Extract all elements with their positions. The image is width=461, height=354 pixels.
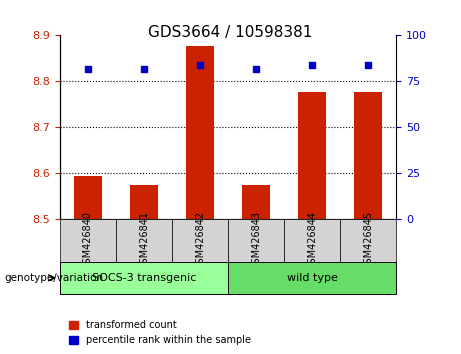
FancyBboxPatch shape (340, 219, 396, 262)
FancyBboxPatch shape (228, 262, 396, 294)
Text: GDS3664 / 10598381: GDS3664 / 10598381 (148, 25, 313, 40)
FancyBboxPatch shape (60, 262, 228, 294)
Text: wild type: wild type (287, 273, 338, 283)
Bar (186, 46, 214, 219)
Text: genotype/variation: genotype/variation (5, 273, 104, 283)
FancyBboxPatch shape (172, 219, 228, 262)
Text: GSM426840: GSM426840 (83, 211, 93, 270)
FancyBboxPatch shape (116, 219, 172, 262)
Bar (298, 92, 326, 219)
FancyBboxPatch shape (60, 219, 116, 262)
FancyBboxPatch shape (228, 219, 284, 262)
Point (253, 66, 260, 72)
Text: GSM426842: GSM426842 (195, 211, 205, 270)
Bar (242, 185, 270, 219)
Bar (130, 185, 158, 219)
Bar (355, 92, 383, 219)
Point (140, 66, 148, 72)
Bar (74, 176, 102, 219)
Text: GSM426844: GSM426844 (307, 211, 317, 270)
Point (196, 62, 204, 68)
Point (84, 66, 92, 72)
Point (309, 62, 316, 68)
FancyBboxPatch shape (284, 219, 340, 262)
Point (365, 62, 372, 68)
Text: GSM426843: GSM426843 (251, 211, 261, 270)
Text: SOCS-3 transgenic: SOCS-3 transgenic (92, 273, 196, 283)
Text: GSM426845: GSM426845 (363, 211, 373, 270)
Legend: transformed count, percentile rank within the sample: transformed count, percentile rank withi… (65, 316, 255, 349)
Text: GSM426841: GSM426841 (139, 211, 149, 270)
